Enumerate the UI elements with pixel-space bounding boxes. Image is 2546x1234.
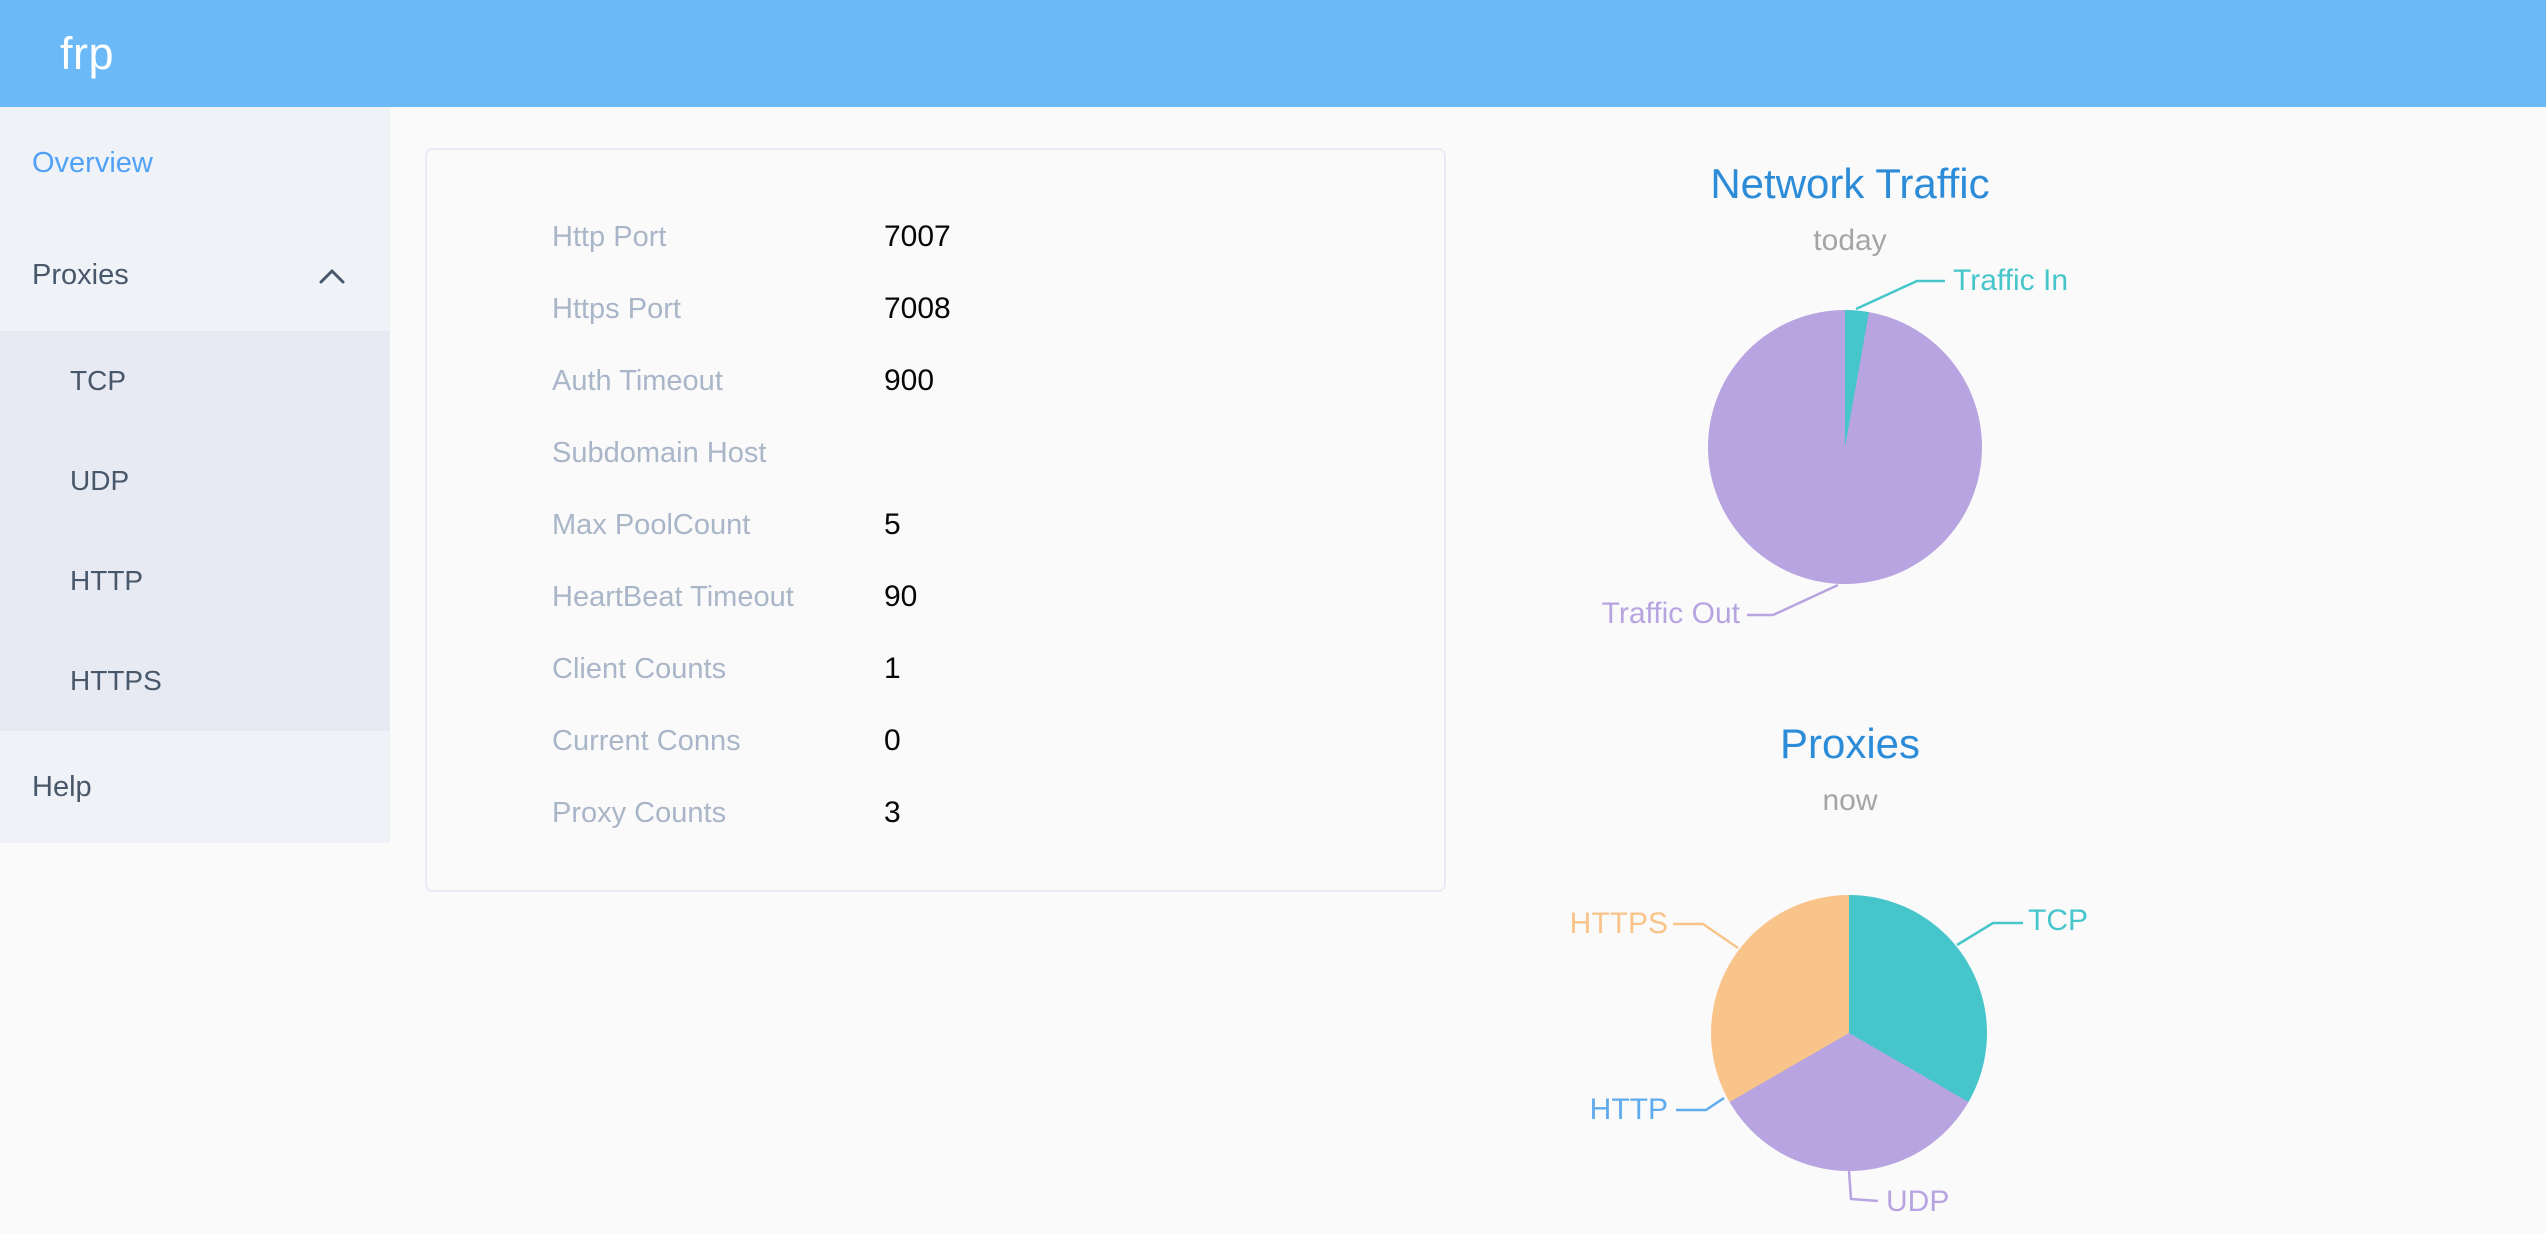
proxies-chart-subtitle: now — [1822, 784, 1878, 817]
info-row-proxy-counts: Proxy Counts 3 — [427, 777, 1444, 849]
pie-slice-label-http: HTTP — [1589, 1093, 1668, 1126]
leader-line-traffic-in — [1855, 279, 1945, 311]
info-label: Current Conns — [552, 724, 741, 757]
sidebar-item-tcp[interactable]: TCP — [0, 331, 390, 431]
sidebar-item-overview[interactable]: Overview — [0, 107, 390, 219]
info-value: 0 — [884, 724, 901, 757]
info-value: 7008 — [884, 292, 951, 325]
info-label: Auth Timeout — [552, 364, 723, 397]
leader-line-udp — [1847, 1170, 1879, 1203]
sidebar-item-https[interactable]: HTTPS — [0, 631, 390, 731]
info-row-auth-timeout: Auth Timeout 900 — [427, 345, 1444, 417]
info-row-subdomain-host: Subdomain Host — [427, 417, 1444, 489]
info-row-client-counts: Client Counts 1 — [427, 633, 1444, 705]
pie-slice-label-traffic-out: Traffic Out — [1601, 597, 1740, 630]
pie-slice-label-tcp: TCP — [2028, 904, 2088, 937]
leader-line-traffic-out — [1747, 583, 1839, 617]
info-row-http-port: Http Port 7007 — [427, 201, 1444, 273]
network-traffic-pie-chart[interactable] — [1708, 310, 1982, 584]
info-label: Client Counts — [552, 652, 727, 685]
info-label: Http Port — [552, 220, 667, 253]
info-value: 900 — [884, 364, 935, 397]
sidebar-item-udp[interactable]: UDP — [0, 431, 390, 531]
info-value: 5 — [884, 508, 901, 541]
sidebar-item-label: Help — [32, 771, 92, 803]
sidebar-item-label: Overview — [32, 147, 153, 179]
info-label: Subdomain Host — [552, 436, 767, 469]
sidebar-item-help[interactable]: Help — [0, 731, 390, 843]
sidebar-item-label: HTTP — [70, 565, 144, 596]
leader-line-http — [1676, 1096, 1725, 1112]
leader-line-https — [1673, 922, 1739, 950]
info-value: 90 — [884, 580, 918, 613]
sidebar-item-http[interactable]: HTTP — [0, 531, 390, 631]
info-row-max-poolcount: Max PoolCount 5 — [427, 489, 1444, 561]
app-header: frp — [0, 0, 2546, 107]
sidebar-item-proxies[interactable]: Proxies — [0, 219, 390, 331]
info-value: 1 — [884, 652, 901, 685]
proxies-submenu: TCP UDP HTTP HTTPS — [0, 331, 390, 731]
info-label: Proxy Counts — [552, 796, 727, 829]
info-value: 3 — [884, 796, 901, 829]
chevron-up-icon — [319, 219, 345, 331]
proxies-chart-title: Proxies — [1779, 720, 1921, 767]
info-label: HeartBeat Timeout — [552, 580, 794, 613]
sidebar-item-label: UDP — [70, 465, 130, 496]
sidebar-item-label: Proxies — [32, 259, 129, 291]
pie-slice-label-https: HTTPS — [1569, 907, 1668, 940]
info-row-current-conns: Current Conns 0 — [427, 705, 1444, 777]
network-traffic-chart-title: Network Traffic — [1710, 160, 1990, 207]
sidebar-item-label: TCP — [70, 365, 126, 396]
info-value: 7007 — [884, 220, 951, 253]
sidebar-item-label: HTTPS — [70, 665, 162, 696]
network-traffic-chart-subtitle: today — [1813, 224, 1887, 257]
info-row-https-port: Https Port 7008 — [427, 273, 1444, 345]
info-label: Max PoolCount — [552, 508, 751, 541]
pie-slice-label-udp: UDP — [1886, 1185, 1950, 1218]
pie-slice-label-traffic-in: Traffic In — [1953, 264, 2069, 297]
proxies-pie-chart[interactable] — [1711, 895, 1987, 1171]
info-label: Https Port — [552, 292, 681, 325]
sidebar: Overview Proxies TCP UDP HTTP HTTPS Help — [0, 107, 390, 843]
info-row-heartbeat-timeout: HeartBeat Timeout 90 — [427, 561, 1444, 633]
server-info-card: Http Port 7007 Https Port 7008 Auth Time… — [425, 148, 1446, 892]
app-logo: frp — [60, 28, 115, 79]
leader-line-tcp — [1956, 921, 2023, 947]
